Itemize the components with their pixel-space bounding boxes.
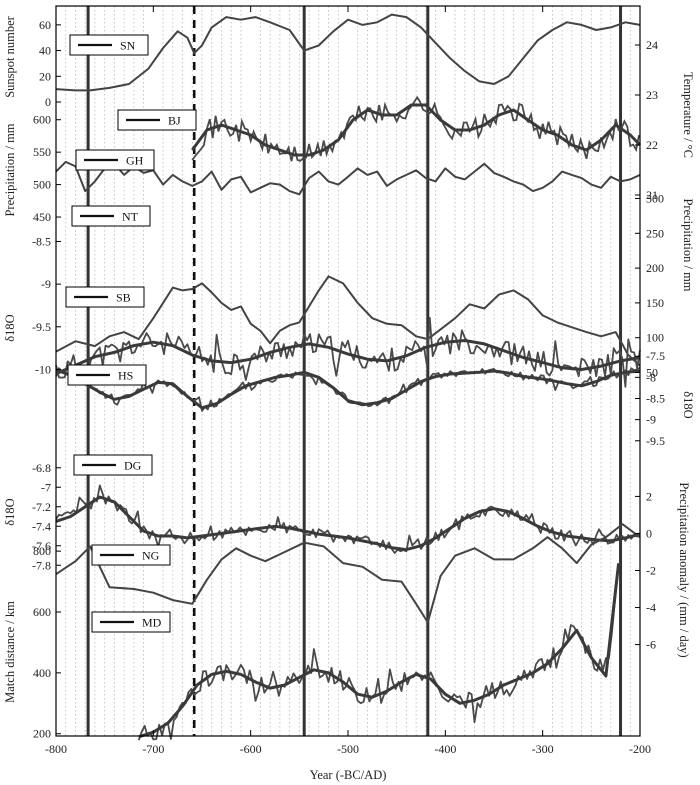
left-tick-label: -7.4 [32, 519, 51, 533]
x-tick-label: -700 [142, 742, 164, 756]
left-tick-label: -8.5 [32, 234, 51, 248]
left-tick-label: 400 [33, 666, 51, 680]
left-tick-label: 600 [33, 113, 51, 127]
right-tick-label: -9 [646, 413, 656, 427]
series-nt [55, 275, 641, 367]
left-tick-label: -10 [35, 362, 51, 376]
right-axis-label-precanom: Precipitation anomaly / (mm / day) [677, 482, 691, 657]
right-tick-label: -2 [646, 564, 656, 578]
x-tick-label: -800 [45, 742, 67, 756]
left-tick-label: 800 [33, 544, 51, 558]
left-tick-label: -7.2 [32, 500, 51, 514]
left-tick-label: 40 [39, 44, 51, 58]
left-tick-label: -6.8 [32, 461, 51, 475]
right-tick-label: -7.5 [646, 349, 665, 363]
right-axis-label-prec_nt: Precipitation / mm [681, 198, 695, 291]
x-tick-label: -500 [337, 742, 359, 756]
right-tick-label: 250 [646, 226, 664, 240]
right-tick-label: -8.5 [646, 392, 665, 406]
series-md-raw [137, 575, 619, 741]
series-dg-smooth [55, 495, 641, 552]
x-tick-label: -400 [434, 742, 456, 756]
left-tick-label: -9.5 [32, 320, 51, 334]
x-tick-label: -300 [532, 742, 554, 756]
right-tick-label: 22 [646, 138, 658, 152]
left-tick-label: 200 [33, 727, 51, 741]
x-axis-label: Year (-BC/AD) [310, 768, 387, 782]
x-axis: -800 -700 -600 -500 -400 -300 -200 [45, 6, 651, 756]
series-sb-raw [55, 317, 641, 388]
legend-label: DG [124, 459, 142, 473]
legend-label: SB [116, 291, 131, 305]
left-tick-label: 0 [45, 95, 51, 109]
series-legends: SN BJ GH NT SB HS DG NG MD [65, 34, 197, 633]
legend-label: MD [142, 616, 162, 630]
right-tick-label: -4 [646, 601, 656, 615]
right-axis-label-temp: Temperature / °C [681, 72, 695, 158]
left-axis-label-sn: Sunspot number [3, 15, 17, 97]
series-bj-raw [191, 95, 640, 162]
series-md-smooth [138, 563, 621, 739]
left-axis-label-md: Match distance / km [3, 601, 17, 703]
legend-label: SN [120, 39, 136, 53]
left-tick-label: 450 [33, 210, 51, 224]
series-sn [55, 13, 641, 92]
left-axis-label-prec: Precipitation / mm [3, 123, 17, 216]
legend-label: BJ [168, 114, 181, 128]
left-tick-label: 500 [33, 178, 51, 192]
series-lines [55, 13, 642, 741]
left-tick-label: -7 [41, 480, 51, 494]
right-tick-label: 2 [646, 489, 652, 503]
right-tick-label: -6 [646, 638, 656, 652]
series-sb-smooth [55, 339, 641, 376]
right-tick-label: 0 [646, 526, 652, 540]
right-axis-label-d18o_hs: δ18O [681, 391, 695, 418]
right-tick-label: -8 [646, 370, 656, 384]
legend-label: HS [118, 369, 133, 383]
right-tick-label: 200 [646, 261, 664, 275]
series-hs-smooth [55, 368, 641, 410]
right-axes: 21 22 23 24 Temperature / °C 50 100 150 200 250 30… [635, 38, 695, 658]
left-tick-label: -7.6 [32, 539, 51, 553]
left-tick-label: -9 [41, 277, 51, 291]
right-tick-label: 150 [646, 296, 664, 310]
right-tick-label: 23 [646, 88, 658, 102]
left-axis-label-d18o_dg: δ18O [3, 498, 17, 525]
x-tick-label: -600 [240, 742, 262, 756]
left-axes: 0 20 40 60 Sunspot number 450 500 550 600 Precipi… [3, 15, 61, 741]
series-ng [55, 523, 641, 624]
left-tick-label: 600 [33, 605, 51, 619]
series-bj-smooth [191, 103, 642, 157]
left-tick-label: -7.8 [32, 558, 51, 572]
x-tick-label: -200 [629, 742, 651, 756]
right-tick-label: 24 [646, 38, 658, 52]
right-tick-label: 50 [646, 366, 658, 380]
right-tick-label: 100 [646, 331, 664, 345]
left-tick-label: 550 [33, 145, 51, 159]
right-tick-label: 21 [646, 188, 658, 202]
legend-label: NT [122, 210, 139, 224]
left-tick-label: 60 [39, 18, 51, 32]
legend-label: NG [142, 549, 160, 563]
right-tick-label: 300 [646, 191, 664, 205]
left-tick-label: 20 [39, 69, 51, 83]
right-tick-label: -9.5 [646, 434, 665, 448]
legend-label: GH [126, 154, 144, 168]
left-axis-label-d18o_sb: δ18O [3, 314, 17, 341]
